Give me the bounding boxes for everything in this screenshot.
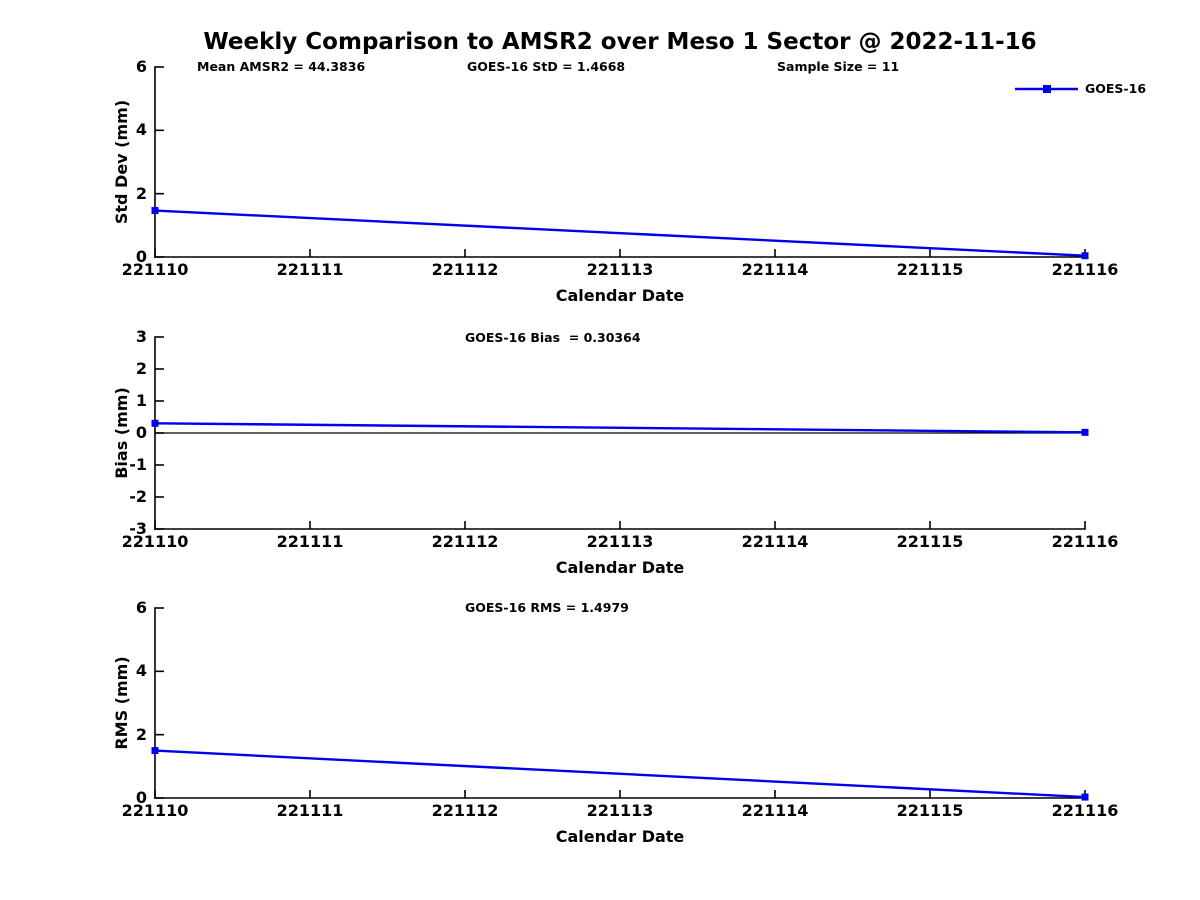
y-axis-label-stddev: Std Dev (mm)	[112, 99, 131, 225]
x-tick-label: 221115	[896, 260, 964, 279]
y-tick-label: 4	[135, 661, 147, 681]
x-axis-label-subplot3: Calendar Date	[555, 827, 685, 846]
x-tick-label: 221112	[431, 801, 499, 820]
y-tick-label: -1	[129, 455, 147, 474]
y-tick-label: 4	[135, 120, 147, 140]
x-axis-label-subplot1: Calendar Date	[555, 286, 685, 305]
y-axis-label-bias: Bias (mm)	[112, 387, 131, 479]
y-tick-label: 3	[135, 327, 147, 346]
x-tick-label: 221116	[1051, 801, 1119, 820]
x-tick-label: 221111	[276, 532, 344, 551]
x-axis-label-subplot2: Calendar Date	[555, 558, 685, 577]
x-tick-label: 221113	[586, 801, 654, 820]
y-tick-label: 6	[135, 57, 147, 76]
x-tick-label: 221116	[1051, 260, 1119, 279]
x-tick-label: 221110	[121, 801, 189, 820]
stat-goes16-std: GOES-16 StD = 1.4668	[467, 59, 626, 74]
x-tick-label: 221111	[276, 260, 344, 279]
x-tick-label: 221112	[431, 532, 499, 551]
figure-title: Weekly Comparison to AMSR2 over Meso 1 S…	[203, 29, 1037, 55]
y-tick-label: 2	[135, 183, 147, 203]
legend-label: GOES-16	[1085, 81, 1147, 96]
x-tick-label: 221112	[431, 260, 499, 279]
y-tick-label: -2	[129, 487, 147, 506]
x-tick-label: 221114	[741, 260, 809, 279]
y-tick-label: 2	[135, 724, 147, 744]
x-tick-label: 221110	[121, 260, 189, 279]
legend-line-icon	[1015, 85, 1078, 93]
y-tick-label: 1	[135, 391, 147, 410]
y-axis-label-rms: RMS (mm)	[112, 656, 131, 750]
y-tick-label: 6	[135, 598, 147, 617]
stat-mean-amsr2: Mean AMSR2 = 44.3836	[197, 59, 366, 74]
x-tick-label: 221114	[741, 801, 809, 820]
x-tick-label: 221113	[586, 260, 654, 279]
rms-annotation: GOES-16 RMS = 1.4979	[465, 600, 629, 615]
x-tick-label: 221116	[1051, 532, 1119, 551]
x-tick-label: 221110	[121, 532, 189, 551]
x-tick-label: 221111	[276, 801, 344, 820]
y-tick-label: 0	[135, 788, 147, 807]
y-tick-label: 0	[135, 423, 147, 442]
stat-sample-size: Sample Size = 11	[777, 59, 900, 74]
y-tick-label: 0	[135, 247, 147, 266]
x-tick-label: 221115	[896, 532, 964, 551]
bias-annotation: GOES-16 Bias = 0.30364	[465, 330, 641, 345]
x-tick-label: 221113	[586, 532, 654, 551]
y-tick-label: 2	[135, 359, 147, 378]
y-tick-label: -3	[129, 519, 147, 538]
x-tick-label: 221114	[741, 532, 809, 551]
x-tick-label: 221115	[896, 801, 964, 820]
